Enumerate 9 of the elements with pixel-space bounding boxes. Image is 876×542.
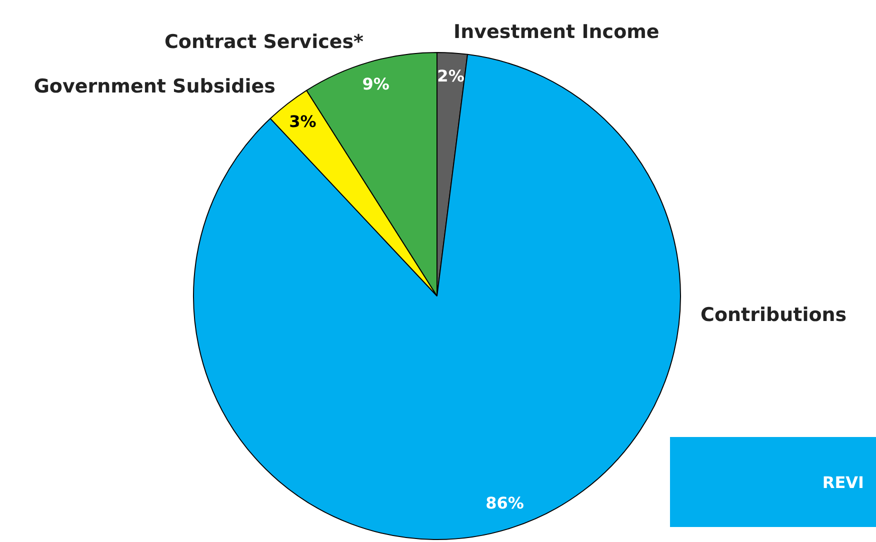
data-label: 9% — [362, 74, 390, 94]
slice-label: Contributions — [700, 304, 847, 326]
slice-label: Contract Services* — [164, 30, 364, 53]
data-label: 3% — [289, 112, 316, 131]
slice-label: Investment Income — [454, 20, 660, 43]
data-label: 2% — [437, 66, 464, 86]
banner: REVI — [670, 437, 876, 527]
slice-label: Government Subsidies — [34, 76, 276, 98]
data-label: 86% — [486, 494, 524, 513]
